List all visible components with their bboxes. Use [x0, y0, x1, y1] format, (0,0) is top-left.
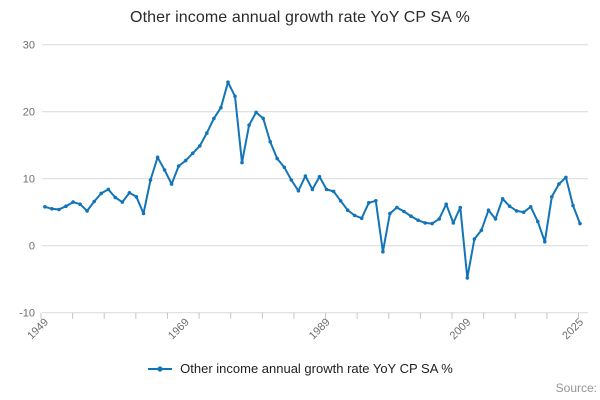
x-tick-label: 2009 [448, 316, 474, 342]
series-point [233, 94, 237, 99]
series-point [345, 208, 350, 212]
series-point [261, 116, 266, 121]
series-point [521, 210, 526, 214]
series-point [303, 174, 308, 178]
series-points[interactable] [43, 80, 582, 280]
series-point [381, 249, 385, 254]
series-point [296, 189, 301, 193]
series-point [578, 221, 582, 226]
y-tick-label: 10 [23, 174, 35, 186]
series-point [324, 187, 329, 192]
series-point [528, 205, 533, 209]
series-point [183, 158, 188, 163]
series-point [176, 164, 181, 168]
series-point [71, 200, 75, 204]
series-point [571, 203, 575, 208]
series-point [50, 207, 54, 211]
series-point [352, 213, 357, 218]
series-point [289, 178, 294, 182]
series-point [423, 221, 427, 225]
series-point [120, 200, 125, 204]
y-tick-label: -10 [19, 308, 35, 320]
series-point [507, 204, 512, 208]
series-point [268, 140, 273, 144]
series-point [148, 178, 153, 182]
y-tick-label: 0 [29, 241, 35, 253]
series-point [564, 175, 568, 180]
series-point [493, 217, 498, 221]
x-tick-label: 1969 [166, 316, 192, 342]
series-point [191, 151, 195, 155]
series-point [240, 160, 244, 165]
series-point [57, 207, 61, 212]
series-point [127, 191, 132, 195]
series-point [479, 228, 484, 233]
series-point [212, 116, 216, 121]
series-point [338, 199, 343, 203]
series-point [451, 221, 456, 225]
series-point [359, 216, 364, 220]
series-point [430, 221, 434, 226]
series-point [550, 195, 554, 199]
series-point [205, 131, 209, 135]
series-point [437, 217, 442, 221]
series-point [536, 219, 540, 224]
legend-item[interactable]: Other income annual growth rate YoY CP S… [0, 361, 600, 376]
series-point [106, 187, 111, 192]
series-point [282, 165, 287, 170]
series-point [92, 199, 96, 204]
x-tick-label: 1949 [25, 316, 51, 342]
series-point [99, 191, 103, 196]
series-point [465, 276, 470, 280]
series-point [409, 214, 413, 218]
series-point [198, 144, 202, 148]
series-point [113, 195, 118, 200]
series-point [317, 174, 322, 179]
series-point [64, 204, 68, 208]
source-label: Source: [555, 381, 597, 395]
series-point [500, 197, 505, 201]
series-point [543, 239, 547, 244]
y-tick-label: 20 [23, 107, 35, 119]
series-point [388, 211, 392, 216]
series-point [395, 205, 399, 210]
series-point [444, 202, 449, 206]
series-point [141, 211, 146, 216]
series-point [247, 123, 251, 127]
series-point [486, 208, 491, 212]
x-tick-label: 2025 [560, 316, 586, 342]
chart-title: Other income annual growth rate YoY CP S… [130, 9, 470, 26]
series-point [155, 155, 160, 160]
series-point [472, 237, 477, 241]
series-point [331, 189, 336, 194]
series-point [402, 209, 406, 214]
series-point [458, 205, 463, 210]
legend-label: Other income annual growth rate YoY CP S… [180, 361, 453, 376]
series-point [85, 209, 89, 213]
legend-line-marker [148, 365, 173, 372]
series-point [374, 199, 378, 203]
series-point [78, 202, 82, 206]
series-point [367, 201, 371, 205]
series-point [254, 110, 258, 115]
y-tick-label: 30 [23, 40, 35, 52]
series-point [514, 209, 519, 213]
x-tick-label: 1989 [307, 316, 333, 342]
series-point [43, 205, 47, 209]
series-point [416, 218, 420, 222]
series-point [134, 195, 139, 199]
series-point [219, 105, 223, 110]
series-point [275, 156, 280, 161]
series-point [557, 182, 561, 186]
series-point [162, 168, 167, 172]
series-point [226, 80, 230, 84]
series-point [310, 187, 315, 192]
series-point [169, 182, 174, 186]
